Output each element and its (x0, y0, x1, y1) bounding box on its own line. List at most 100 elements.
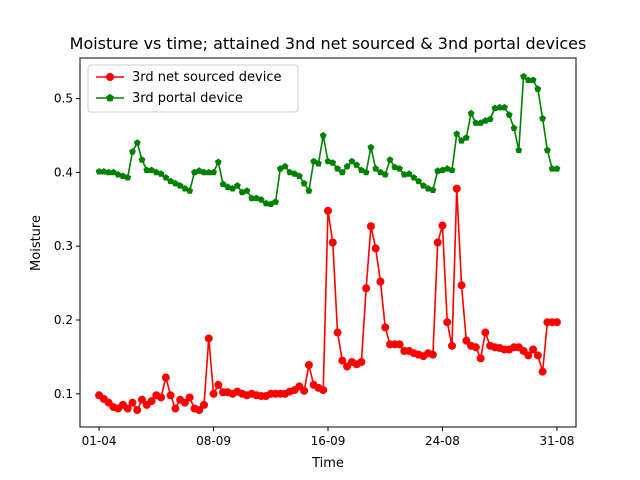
data-point (319, 131, 327, 139)
data-point (100, 168, 108, 175)
x-axis-label: Time (311, 456, 344, 471)
data-point (357, 358, 366, 367)
data-point (333, 328, 342, 337)
data-point (529, 76, 537, 84)
data-point (381, 323, 390, 332)
data-point (315, 159, 322, 167)
data-point (161, 373, 170, 382)
data-point (496, 103, 504, 111)
y-tick-label: 0.2 (54, 313, 73, 327)
data-point (381, 171, 389, 178)
data-point (366, 222, 375, 231)
data-point (200, 400, 208, 409)
data-point (300, 386, 309, 395)
data-point (443, 318, 452, 327)
data-point (186, 187, 194, 194)
data-point (123, 404, 132, 413)
data-point (138, 156, 146, 163)
legend-label-portal: 3rd portal device (132, 91, 243, 106)
data-point (95, 168, 103, 175)
data-point (367, 143, 375, 151)
x-tick-label: 08-09 (196, 434, 231, 448)
data-point (501, 103, 508, 111)
data-point (396, 165, 403, 172)
data-point (338, 168, 346, 176)
data-point (371, 244, 380, 253)
data-point (180, 398, 189, 407)
legend: 3rd net sourced device 3rd portal device (87, 64, 299, 113)
data-point (477, 119, 485, 126)
data-point (467, 109, 475, 117)
data-point (552, 318, 561, 327)
data-point (515, 146, 523, 154)
data-point (262, 199, 270, 207)
data-point (452, 184, 461, 193)
data-point (133, 406, 142, 415)
data-point (105, 168, 113, 176)
data-point (348, 157, 356, 165)
data-point (281, 162, 289, 170)
data-point (300, 179, 308, 187)
y-axis: 0.1 0.2 0.3 0.4 0.5 (54, 92, 80, 401)
data-point (524, 76, 532, 84)
data-point (458, 137, 465, 144)
series-portal (95, 72, 561, 208)
data-point (334, 165, 341, 172)
data-point (329, 159, 337, 166)
data-point (457, 281, 466, 290)
data-point (395, 340, 404, 349)
y-axis-label: Moisture (29, 215, 44, 271)
data-point (372, 165, 380, 172)
data-point (138, 395, 146, 404)
data-point (210, 168, 217, 176)
series-net-sourced (95, 184, 561, 415)
y-tick-label: 0.4 (54, 165, 73, 179)
data-point (204, 334, 213, 343)
data-point (538, 367, 547, 376)
legend-marker-portal (106, 93, 114, 102)
y-tick-label: 0.3 (54, 239, 73, 253)
data-point (481, 328, 490, 337)
data-point (319, 386, 328, 395)
data-point (543, 146, 551, 154)
data-point (362, 168, 370, 176)
chart-title: Moisture vs time; attained 3nd net sourc… (70, 34, 587, 53)
data-point (257, 196, 265, 203)
data-point (486, 115, 494, 123)
data-point (343, 162, 351, 170)
data-point (166, 391, 175, 400)
data-point (205, 168, 213, 176)
data-point (304, 361, 313, 370)
data-point (229, 185, 237, 192)
data-point (520, 72, 527, 80)
data-point (533, 351, 542, 360)
data-point (539, 114, 547, 122)
data-point (276, 165, 284, 172)
data-point (471, 343, 480, 352)
data-point (462, 134, 470, 141)
y-tick-label: 0.1 (54, 387, 73, 401)
legend-box (87, 64, 299, 113)
x-tick-label: 31-08 (539, 434, 574, 448)
data-point (410, 173, 418, 181)
data-point (200, 168, 208, 176)
data-point (209, 389, 218, 398)
data-point (328, 238, 337, 247)
data-point (433, 238, 442, 247)
legend-marker-net-sourced (106, 73, 114, 81)
data-point (324, 206, 332, 215)
data-point (233, 182, 241, 189)
data-point (195, 406, 204, 415)
data-point (553, 165, 561, 172)
data-point (376, 277, 385, 286)
data-point (534, 85, 542, 92)
data-point (162, 173, 170, 181)
data-point (362, 284, 371, 293)
x-axis: 01-04 08-09 16-09 24-08 31-08 (82, 427, 574, 448)
data-point (243, 187, 251, 194)
data-point (448, 166, 456, 174)
data-point (185, 393, 194, 402)
data-point (147, 397, 156, 406)
data-point (353, 161, 361, 168)
